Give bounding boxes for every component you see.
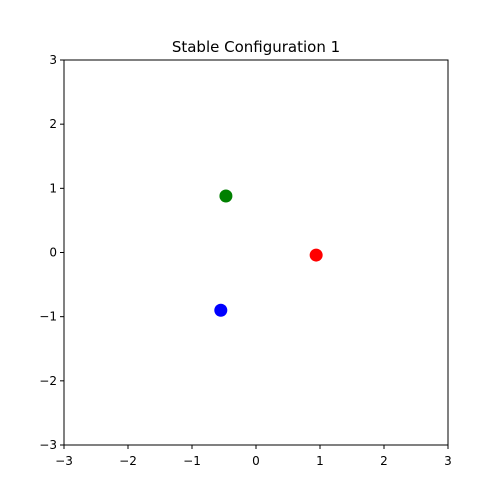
plot-area: −3 −2 −1 0 1 2 3 −3 −2 −1 0 1 2 3 xyxy=(39,53,452,468)
chart-title: Stable Configuration 1 xyxy=(172,38,340,56)
y-tick-label: −1 xyxy=(39,310,57,324)
x-tick-label: 3 xyxy=(444,454,452,468)
x-tick-label: 1 xyxy=(316,454,324,468)
y-tick-label: 1 xyxy=(49,181,57,195)
x-tick-label: −1 xyxy=(183,454,201,468)
y-tick-label: 3 xyxy=(49,53,57,67)
data-point xyxy=(214,303,228,317)
x-tick-label: 0 xyxy=(252,454,260,468)
data-point xyxy=(219,189,233,203)
axes-frame xyxy=(63,59,449,446)
y-tick-label: −3 xyxy=(39,438,57,452)
y-tick-label: 2 xyxy=(49,117,57,131)
y-tick-label: −2 xyxy=(39,374,57,388)
x-tick-label: −2 xyxy=(119,454,137,468)
x-tick-label: 2 xyxy=(380,454,388,468)
data-point xyxy=(309,248,323,262)
y-tick-label: 0 xyxy=(49,246,57,260)
x-tick-label: −3 xyxy=(55,454,73,468)
